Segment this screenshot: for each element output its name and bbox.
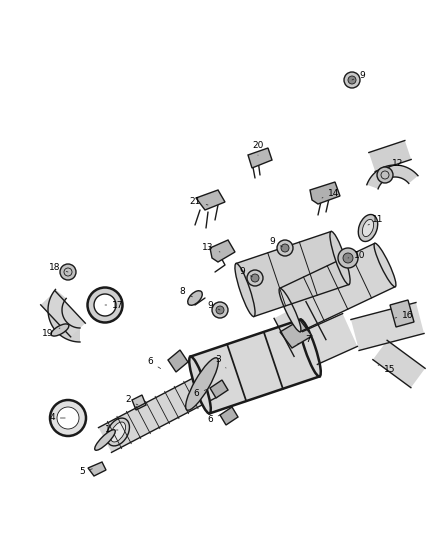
Ellipse shape xyxy=(330,231,350,285)
Circle shape xyxy=(57,407,79,429)
Text: 18: 18 xyxy=(49,263,68,272)
Polygon shape xyxy=(280,320,312,348)
Ellipse shape xyxy=(110,422,126,442)
Circle shape xyxy=(60,264,76,280)
Text: 3: 3 xyxy=(215,356,226,368)
Circle shape xyxy=(277,240,293,256)
Text: 14: 14 xyxy=(322,189,340,198)
Ellipse shape xyxy=(189,357,211,414)
Text: 2: 2 xyxy=(125,395,138,405)
Polygon shape xyxy=(310,182,340,204)
Polygon shape xyxy=(41,291,85,337)
Circle shape xyxy=(216,306,224,314)
Polygon shape xyxy=(367,165,418,189)
Ellipse shape xyxy=(95,430,115,450)
Text: 9: 9 xyxy=(352,70,365,80)
Circle shape xyxy=(344,72,360,88)
Text: 6: 6 xyxy=(207,415,220,424)
Ellipse shape xyxy=(358,214,378,241)
Circle shape xyxy=(251,274,259,282)
Ellipse shape xyxy=(374,243,396,287)
Circle shape xyxy=(377,167,393,183)
Ellipse shape xyxy=(51,324,69,336)
Polygon shape xyxy=(248,148,272,168)
Polygon shape xyxy=(191,320,320,414)
Text: 6: 6 xyxy=(147,358,161,368)
Text: 13: 13 xyxy=(202,244,220,253)
Circle shape xyxy=(343,253,353,263)
Text: 17: 17 xyxy=(105,301,124,310)
Ellipse shape xyxy=(299,319,321,376)
Circle shape xyxy=(281,244,289,252)
Polygon shape xyxy=(351,303,424,351)
Text: 6: 6 xyxy=(193,389,208,399)
Text: 21: 21 xyxy=(189,198,208,206)
Circle shape xyxy=(247,270,263,286)
Polygon shape xyxy=(88,462,106,476)
Text: 9: 9 xyxy=(207,301,220,310)
Text: 10: 10 xyxy=(348,251,366,260)
Text: 16: 16 xyxy=(395,311,414,319)
Ellipse shape xyxy=(186,358,219,410)
Text: 9: 9 xyxy=(239,268,252,277)
Text: 9: 9 xyxy=(269,238,283,247)
Polygon shape xyxy=(303,313,357,365)
Polygon shape xyxy=(168,350,188,372)
Polygon shape xyxy=(99,373,216,453)
Text: 19: 19 xyxy=(42,328,60,337)
Text: 7: 7 xyxy=(297,335,311,344)
Ellipse shape xyxy=(279,288,301,332)
Polygon shape xyxy=(236,231,349,317)
Ellipse shape xyxy=(235,263,255,317)
Polygon shape xyxy=(210,240,235,262)
Polygon shape xyxy=(373,341,425,387)
Polygon shape xyxy=(369,141,411,172)
Circle shape xyxy=(338,248,358,268)
Circle shape xyxy=(348,76,356,84)
Text: 4: 4 xyxy=(49,414,65,423)
Polygon shape xyxy=(196,190,225,210)
Circle shape xyxy=(50,400,86,436)
Ellipse shape xyxy=(94,294,116,316)
Polygon shape xyxy=(48,289,80,342)
Text: 12: 12 xyxy=(388,158,404,168)
Ellipse shape xyxy=(188,290,202,305)
Ellipse shape xyxy=(106,418,130,446)
Text: 5: 5 xyxy=(79,467,92,477)
Polygon shape xyxy=(390,300,414,327)
Text: 11: 11 xyxy=(368,215,384,225)
Polygon shape xyxy=(220,407,238,425)
Ellipse shape xyxy=(362,220,374,237)
Text: 8: 8 xyxy=(179,287,192,297)
Polygon shape xyxy=(280,243,395,332)
Circle shape xyxy=(212,302,228,318)
Polygon shape xyxy=(210,380,228,398)
Text: 15: 15 xyxy=(378,365,396,375)
Polygon shape xyxy=(132,395,146,410)
Ellipse shape xyxy=(88,287,123,322)
Polygon shape xyxy=(274,302,326,357)
Text: 20: 20 xyxy=(252,141,264,155)
Text: 1: 1 xyxy=(105,425,118,434)
